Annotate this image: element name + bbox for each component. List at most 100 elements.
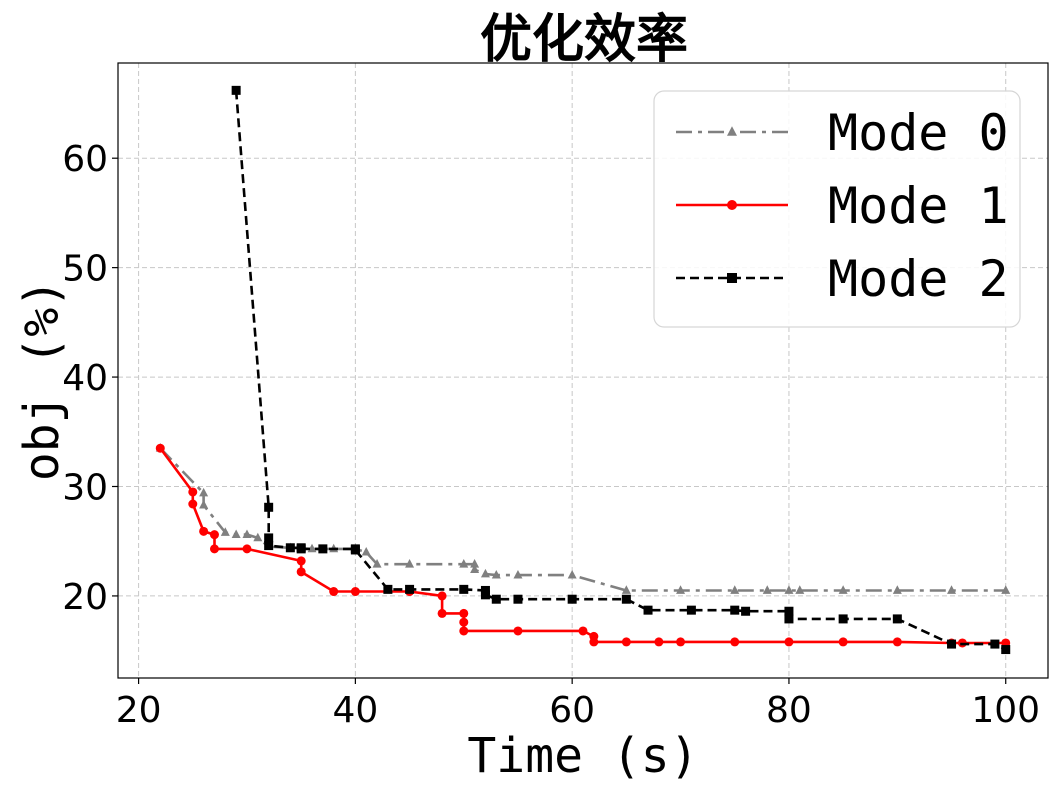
data-point xyxy=(231,85,241,95)
data-point xyxy=(264,541,274,551)
chart-title: 优化效率 xyxy=(480,10,688,70)
data-point xyxy=(621,637,631,647)
data-point xyxy=(199,526,209,536)
data-point xyxy=(784,585,794,594)
data-point xyxy=(470,559,480,568)
data-point xyxy=(405,584,415,594)
series-1 xyxy=(155,443,1011,648)
data-point xyxy=(480,590,490,600)
plot-frame xyxy=(117,62,1049,679)
x-axis-label: Time (s) xyxy=(467,728,698,784)
data-point xyxy=(199,499,209,509)
data-point xyxy=(513,594,523,604)
axis-ticks: 20 40 60 80 100 20 30 40 50 60 xyxy=(62,139,1040,731)
legend-label: Mode 0 xyxy=(828,104,1009,162)
data-point xyxy=(567,594,577,604)
data-point xyxy=(784,637,794,647)
data-point xyxy=(459,626,469,636)
y-tick-label: 20 xyxy=(62,577,108,618)
data-point xyxy=(676,585,686,594)
legend-label: Mode 1 xyxy=(828,177,1009,235)
data-point xyxy=(621,585,631,594)
x-tick-label: 60 xyxy=(549,690,595,731)
data-point xyxy=(296,544,306,554)
y-tick-label: 50 xyxy=(62,249,108,290)
data-point xyxy=(643,605,653,615)
data-point xyxy=(838,637,848,647)
legend-label: Mode 2 xyxy=(828,250,1009,308)
data-point xyxy=(686,605,696,615)
data-point xyxy=(242,529,252,539)
legend-marker xyxy=(727,126,737,136)
data-point xyxy=(567,569,577,579)
data-point xyxy=(350,545,360,555)
data-point xyxy=(470,564,480,574)
data-point xyxy=(513,626,523,636)
x-tick-label: 100 xyxy=(971,690,1040,731)
data-point xyxy=(1001,645,1011,655)
y-tick-label: 40 xyxy=(62,358,108,399)
data-point xyxy=(795,585,805,594)
data-point xyxy=(231,529,241,539)
data-point xyxy=(838,585,848,594)
legend-marker xyxy=(727,200,737,210)
data-point xyxy=(209,530,219,540)
data-point xyxy=(947,585,957,594)
series-line xyxy=(234,90,1007,651)
data-point xyxy=(405,559,415,568)
data-point xyxy=(838,614,848,624)
data-point xyxy=(892,637,902,647)
data-point xyxy=(459,584,469,594)
data-point xyxy=(730,637,740,647)
legend-marker xyxy=(727,273,737,283)
data-point xyxy=(242,544,252,554)
data-point xyxy=(513,569,523,579)
data-point xyxy=(188,499,198,509)
data-point xyxy=(372,559,382,568)
data-point xyxy=(892,614,902,624)
grid-lines xyxy=(118,63,1048,678)
data-point xyxy=(730,585,740,594)
data-point xyxy=(209,544,219,554)
data-point xyxy=(676,637,686,647)
data-point xyxy=(741,606,751,616)
data-point xyxy=(296,556,306,566)
data-point xyxy=(990,639,1000,649)
data-point xyxy=(285,543,295,553)
data-point xyxy=(654,637,664,647)
legend: Mode 0 Mode 1 Mode 2 xyxy=(653,90,1021,328)
data-point xyxy=(361,546,371,556)
data-point xyxy=(491,569,501,579)
data-point xyxy=(264,502,274,512)
series-line xyxy=(159,447,1006,592)
data-point xyxy=(188,487,198,497)
x-tick-label: 20 xyxy=(116,690,162,731)
y-axis-label: obj (%) xyxy=(14,279,70,481)
series-2 xyxy=(231,85,1011,655)
series-0 xyxy=(155,443,1011,594)
data-point xyxy=(730,605,740,615)
data-point xyxy=(383,584,393,594)
data-point xyxy=(762,585,772,594)
data-point xyxy=(437,608,447,618)
data-point xyxy=(264,533,274,543)
series-layer xyxy=(155,85,1011,655)
data-point xyxy=(350,587,360,597)
data-point xyxy=(459,559,469,568)
data-point xyxy=(220,527,230,536)
data-point xyxy=(578,626,588,636)
data-point xyxy=(155,443,165,453)
data-point xyxy=(199,487,209,497)
data-point xyxy=(480,568,490,578)
data-point xyxy=(589,637,599,647)
x-tick-label: 80 xyxy=(766,690,812,731)
data-point xyxy=(491,594,501,604)
data-point xyxy=(253,532,263,542)
y-tick-label: 30 xyxy=(62,467,108,508)
data-point xyxy=(459,608,469,618)
data-point xyxy=(784,606,794,616)
data-point xyxy=(947,639,957,649)
data-point xyxy=(296,567,306,577)
data-point xyxy=(329,587,339,597)
